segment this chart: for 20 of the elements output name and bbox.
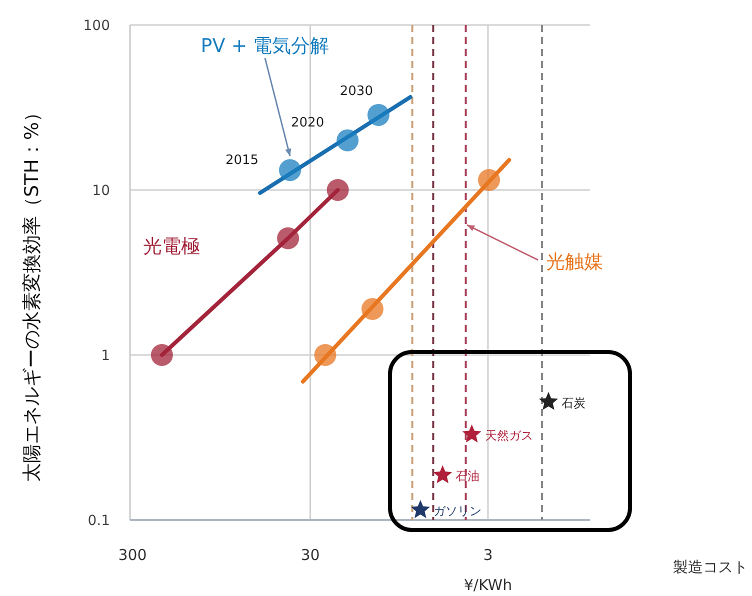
text: 光電極 [143,235,200,258]
text: PV + 電気分解 [200,35,330,58]
series-label: ガソリン [433,504,482,518]
annotation: 2015 [225,153,259,168]
y-tick-label: 1 [101,348,110,364]
x-tick-label: 300 [118,546,147,564]
annotation: 2030 [340,84,373,99]
x-axis-title: ¥/KWh [464,576,512,594]
text: 製造コスト [673,558,748,576]
x-tick-label: 3 [483,546,493,564]
y-axis-title: 太陽エネルギーの水素変換効率（STH：%） [21,102,43,482]
y-tick-label: 100 [83,18,110,34]
y-tick-label: 10 [92,183,110,199]
y-tick-label: 0.1 [88,513,110,529]
text: 光触媒 [546,250,604,273]
series-label: 石炭 [561,396,586,410]
annotation: 2020 [291,115,324,130]
x-tick-label: 30 [300,546,320,564]
series-label: 石油 [456,469,480,484]
series-label: 天然ガス [484,428,533,442]
